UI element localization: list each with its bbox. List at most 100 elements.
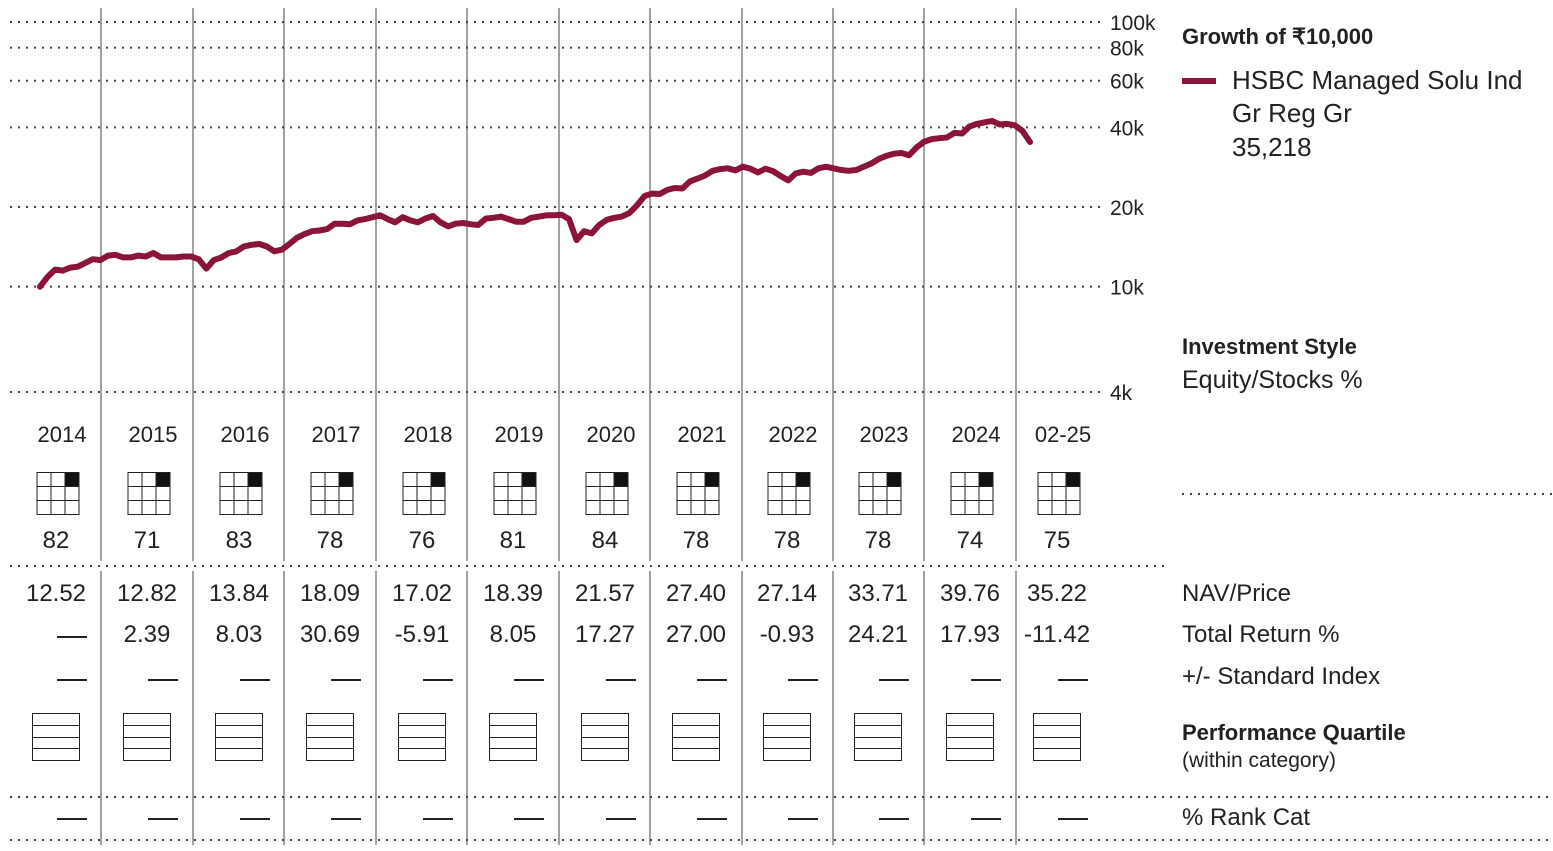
row-label-nav: NAV/Price (1182, 580, 1291, 607)
year-label: 2015 (128, 422, 178, 447)
quartile-icon (306, 713, 354, 761)
year-label: 2016 (220, 422, 270, 447)
table-cell: -5.91 (394, 621, 450, 648)
table-dash (331, 679, 361, 681)
investment-style-subtitle: Equity/Stocks % (1182, 366, 1363, 394)
row-label-std-index: +/- Standard Index (1182, 663, 1381, 690)
table-dash (148, 679, 178, 681)
style-box-icon (219, 472, 263, 515)
y-tick-label: 4k (1110, 382, 1133, 405)
legend-series-name: HSBC Managed Solu Ind Gr Reg Gr (1232, 65, 1523, 128)
quartile-icon (32, 713, 80, 761)
table-dash (697, 679, 727, 681)
quartile-icon (946, 713, 994, 761)
equity-value: 78 (682, 527, 710, 554)
table-cell: 17.93 (939, 621, 1001, 648)
y-tick-label: 60k (1110, 71, 1144, 94)
table-dash (971, 679, 1001, 681)
style-box-icon (767, 472, 811, 515)
rank-dash (331, 818, 361, 820)
year-label: 2019 (494, 422, 544, 447)
quartile-icon (1033, 713, 1081, 761)
year-label: 2017 (311, 422, 361, 447)
table-cell: 27.00 (665, 621, 727, 648)
row-label-total-return: Total Return % (1182, 621, 1340, 648)
rank-dash (879, 818, 909, 820)
quartile-icon (672, 713, 720, 761)
table-cell: 18.39 (482, 580, 544, 607)
rank-dash (148, 818, 178, 820)
year-label: 2018 (403, 422, 453, 447)
table-cell: 2.39 (123, 621, 171, 648)
table-dash (879, 679, 909, 681)
table-dash (57, 636, 87, 638)
style-box-icon (1037, 472, 1081, 515)
table-cell: 33.71 (847, 580, 909, 607)
style-box-icon (127, 472, 171, 515)
legend-end-value: 35,218 (1232, 132, 1312, 162)
year-label: 2014 (37, 422, 87, 447)
table-cell: -0.93 (759, 621, 815, 648)
quartile-icon (581, 713, 629, 761)
rank-dash (57, 818, 87, 820)
rank-dash (240, 818, 270, 820)
rank-dash (971, 818, 1001, 820)
rank-dash (697, 818, 727, 820)
equity-value: 76 (408, 527, 436, 554)
equity-value: 84 (591, 527, 619, 554)
y-tick-label: 80k (1110, 38, 1144, 61)
table-cell: 8.05 (489, 621, 537, 648)
style-box-icon (36, 472, 80, 515)
equity-value: 78 (773, 527, 801, 554)
table-cell: 39.76 (939, 580, 1001, 607)
quartile-subtitle: (within category) (1182, 749, 1337, 772)
rank-dash (514, 818, 544, 820)
rank-dash (788, 818, 818, 820)
table-cell: 12.82 (116, 580, 178, 607)
style-box-icon (493, 472, 537, 515)
y-tick-label: 40k (1110, 117, 1144, 140)
table-cell: 21.57 (574, 580, 636, 607)
year-label: 2021 (677, 422, 727, 447)
table-dash (788, 679, 818, 681)
year-label: 2023 (859, 422, 909, 447)
table-dash (240, 679, 270, 681)
quartile-icon (398, 713, 446, 761)
rank-dash (423, 818, 453, 820)
table-cell: -11.42 (1023, 621, 1091, 648)
style-box-icon (858, 472, 902, 515)
quartile-icon (763, 713, 811, 761)
table-cell: 13.84 (208, 580, 270, 607)
table-dash (57, 679, 87, 681)
equity-value: 82 (42, 527, 70, 554)
equity-value: 78 (316, 527, 344, 554)
y-tick-label: 100k (1110, 12, 1156, 35)
quartile-title: Performance Quartile (1182, 720, 1406, 745)
table-cell: 24.21 (847, 621, 909, 648)
equity-value: 78 (864, 527, 892, 554)
y-tick-label: 20k (1110, 197, 1144, 220)
table-cell: 35.22 (1026, 580, 1088, 607)
rank-dash (1058, 818, 1088, 820)
legend-swatch (1182, 78, 1216, 84)
table-dash (514, 679, 544, 681)
style-box-icon (950, 472, 994, 515)
equity-value: 83 (225, 527, 253, 554)
table-cell: 30.69 (299, 621, 361, 648)
style-box-icon (402, 472, 446, 515)
rank-cat-label: % Rank Cat (1182, 804, 1311, 831)
style-box-icon (676, 472, 720, 515)
table-dash (1058, 679, 1088, 681)
year-label: 2024 (951, 422, 1001, 447)
quartile-icon (215, 713, 263, 761)
table-cell: 17.02 (391, 580, 453, 607)
equity-value: 74 (956, 527, 984, 554)
table-dash (606, 679, 636, 681)
rank-dash (606, 818, 636, 820)
equity-value: 71 (133, 527, 161, 554)
quartile-icon (123, 713, 171, 761)
equity-value: 81 (499, 527, 527, 554)
y-tick-label: 10k (1110, 277, 1144, 300)
equity-value: 75 (1043, 527, 1071, 554)
